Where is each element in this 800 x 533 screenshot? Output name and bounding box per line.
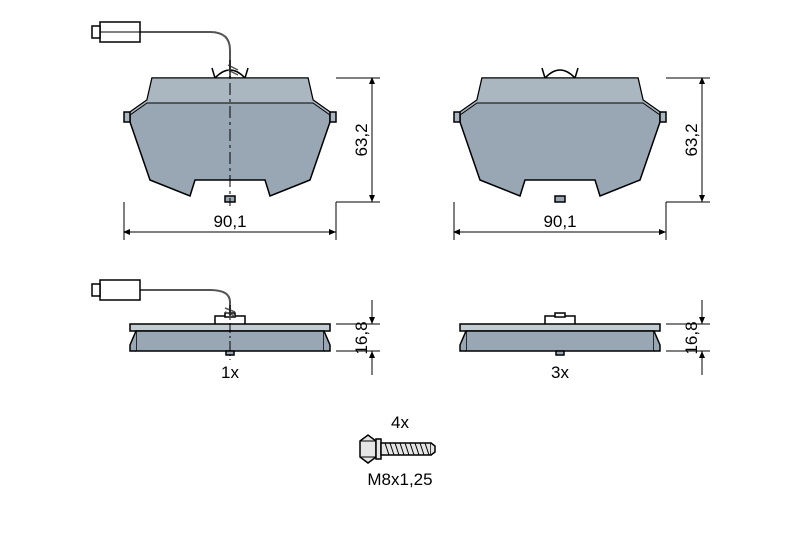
dim-right-thick: 16,8 (666, 300, 710, 375)
dim-height-label-left: 63,2 (352, 123, 371, 156)
brake-pad-left-front (92, 22, 336, 206)
brake-pad-right-front (454, 68, 666, 202)
brake-pad-right-side (460, 313, 660, 355)
dim-left-width: 90,1 (124, 202, 336, 240)
bolt (360, 435, 435, 463)
dim-left-thick: 16,8 (336, 300, 380, 375)
qty-bolts: 4x (391, 413, 409, 432)
dim-thick-right: 16,8 (682, 321, 701, 354)
dim-width-label-right: 90,1 (543, 212, 576, 231)
qty-with-sensor: 1x (221, 363, 239, 382)
dim-left-height: 63,2 (336, 78, 380, 202)
dim-right-width: 90,1 (454, 202, 666, 240)
dim-thick-left: 16,8 (352, 321, 371, 354)
dim-width-label: 90,1 (213, 212, 246, 231)
bolt-spec: M8x1,25 (367, 470, 432, 489)
qty-without-sensor: 3x (551, 363, 569, 382)
dim-right-height: 63,2 (666, 78, 710, 202)
dim-height-label-right: 63,2 (682, 123, 701, 156)
brake-pad-left-side (92, 280, 330, 360)
